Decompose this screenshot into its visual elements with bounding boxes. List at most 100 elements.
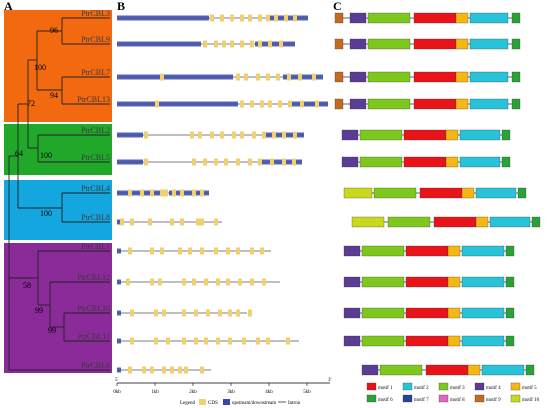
bootstrap-value: 99 bbox=[35, 306, 43, 315]
cds-exon bbox=[222, 40, 226, 48]
motif-block bbox=[447, 276, 461, 288]
cds-exon bbox=[194, 309, 198, 317]
cds-exon bbox=[232, 131, 236, 139]
motif-block bbox=[501, 156, 511, 168]
motif-block bbox=[467, 364, 481, 376]
utr-block bbox=[117, 338, 121, 344]
motif-legend-label: motif 3 bbox=[450, 386, 465, 391]
motif-block bbox=[351, 216, 385, 228]
cds-exon bbox=[258, 14, 262, 22]
motif-legend-swatch bbox=[402, 394, 413, 403]
cds-exon bbox=[214, 40, 218, 48]
axis-end-label: 3' bbox=[328, 378, 332, 383]
cds-exon bbox=[284, 14, 288, 22]
utr-block bbox=[117, 41, 201, 47]
cds-exon bbox=[272, 131, 276, 139]
cds-exon bbox=[155, 100, 159, 108]
bootstrap-values: 96 100 94 72 100 64 100 58 99 99 bbox=[15, 26, 58, 335]
motif-block bbox=[349, 38, 367, 50]
panel-label-b: B bbox=[117, 0, 125, 13]
cds-exon bbox=[274, 14, 278, 22]
cds-exon bbox=[162, 309, 166, 317]
cds-exon bbox=[298, 73, 302, 81]
motif-legend-label: motif 1 bbox=[378, 386, 393, 391]
motif-block bbox=[413, 12, 457, 24]
motif-block bbox=[501, 129, 511, 141]
motif-block bbox=[359, 156, 403, 168]
cds-exon bbox=[210, 131, 214, 139]
motif-block bbox=[334, 38, 344, 50]
motif-block bbox=[475, 187, 517, 199]
cds-exon bbox=[262, 278, 266, 286]
motif-block bbox=[461, 335, 505, 347]
structure-legend-title: Legend bbox=[180, 401, 195, 406]
cds-exon bbox=[142, 366, 146, 374]
utr-block bbox=[117, 159, 143, 165]
cds-exon bbox=[170, 366, 174, 374]
cds-exon bbox=[154, 309, 158, 317]
utr-block bbox=[117, 310, 121, 316]
cds-exon bbox=[226, 247, 230, 255]
bootstrap-value: 100 bbox=[40, 209, 52, 218]
cds-exon bbox=[214, 247, 218, 255]
motif-legend-label: motif 10 bbox=[522, 398, 540, 403]
motif-block bbox=[433, 216, 477, 228]
cds-exon bbox=[180, 189, 184, 197]
motif-block bbox=[511, 38, 521, 50]
motif-block bbox=[447, 245, 461, 257]
cds-exon bbox=[150, 278, 154, 286]
cds-exon bbox=[150, 247, 154, 255]
cds-exon bbox=[214, 158, 218, 166]
cds-exon bbox=[216, 278, 220, 286]
motif-block bbox=[461, 245, 505, 257]
motif-block bbox=[419, 187, 463, 199]
cds-exon bbox=[128, 247, 132, 255]
cds-exon bbox=[270, 158, 274, 166]
motif-architectures bbox=[334, 12, 541, 376]
cds-exon bbox=[218, 309, 222, 317]
motif-block bbox=[475, 216, 489, 228]
motif-block bbox=[461, 276, 505, 288]
motif-block bbox=[367, 12, 411, 24]
cds-exon bbox=[200, 247, 204, 255]
bootstrap-value: 100 bbox=[34, 63, 46, 72]
cds-exon bbox=[258, 158, 262, 166]
motif-block bbox=[489, 216, 531, 228]
cds-exon bbox=[250, 100, 254, 108]
motif-legend-swatch bbox=[438, 382, 449, 391]
motif-legend-label: motif 9 bbox=[486, 398, 501, 403]
utr-block bbox=[288, 101, 328, 107]
cds-exon bbox=[160, 247, 164, 255]
motif-block bbox=[403, 156, 447, 168]
cds-exon bbox=[182, 278, 186, 286]
motif-block bbox=[481, 364, 525, 376]
bootstrap-value: 100 bbox=[40, 151, 52, 160]
cds-exon bbox=[130, 309, 134, 317]
motif-block bbox=[405, 335, 449, 347]
cds-exon bbox=[120, 218, 124, 226]
cds-exon bbox=[178, 247, 182, 255]
cds-exon bbox=[190, 131, 194, 139]
axis-tick-label: 1kb bbox=[151, 390, 159, 395]
utr-block bbox=[117, 132, 143, 138]
motif-block bbox=[341, 156, 359, 168]
gene-label: PtrCBL1 bbox=[81, 242, 110, 251]
cds-exon bbox=[286, 337, 290, 345]
cds-exon bbox=[160, 73, 164, 81]
motif-legend-swatch bbox=[366, 394, 377, 403]
gene-label: PtrCBL7 bbox=[81, 68, 110, 77]
cds-exon bbox=[160, 189, 164, 197]
motif-block bbox=[405, 276, 449, 288]
motif-block bbox=[343, 245, 361, 257]
cds-exon bbox=[200, 189, 204, 197]
motif-block bbox=[413, 38, 457, 50]
gene-label: PtrCBL3 bbox=[81, 9, 110, 18]
cds-exon bbox=[198, 131, 202, 139]
phylogenetic-tree bbox=[8, 17, 110, 371]
clade-purple-bg bbox=[4, 243, 112, 373]
cds-exon bbox=[154, 337, 158, 345]
cds-exon bbox=[130, 337, 134, 345]
motif-legend-swatch bbox=[438, 394, 449, 403]
motif-block bbox=[505, 307, 515, 319]
